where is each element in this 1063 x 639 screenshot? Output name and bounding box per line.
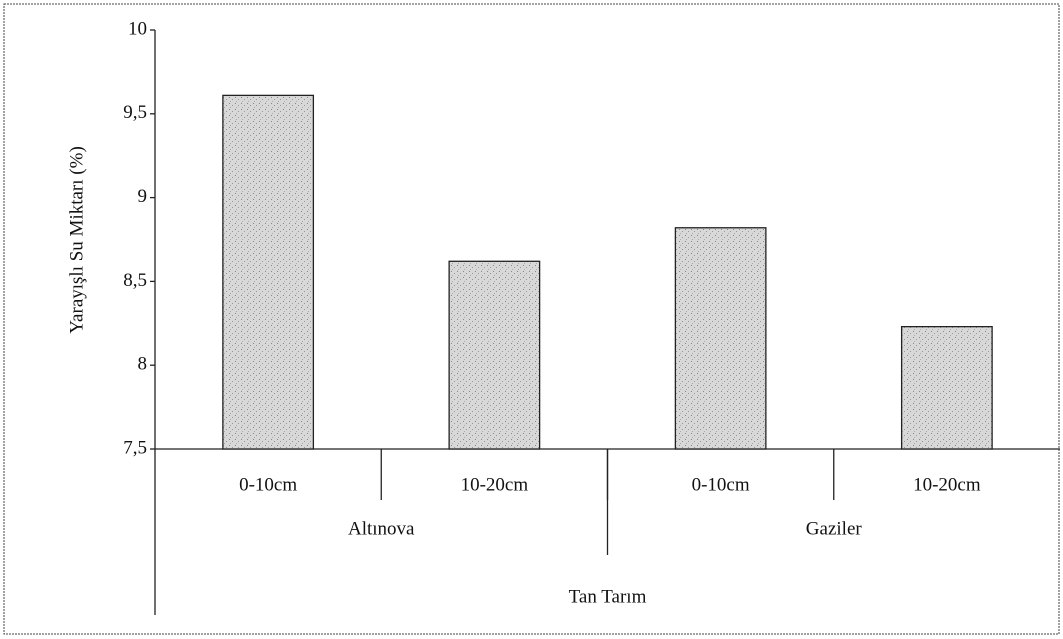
y-tick-label: 10 <box>128 18 147 39</box>
bar <box>674 227 767 450</box>
group-label: Altınova <box>348 518 415 539</box>
bar <box>222 94 315 450</box>
y-tick-label: 8,5 <box>123 270 147 291</box>
y-tick-label: 8 <box>138 354 148 375</box>
y-tick-label: 7,5 <box>123 437 147 458</box>
bar <box>448 260 541 450</box>
y-axis-label: Yarayışlı Su Miktarı (%) <box>66 146 87 334</box>
x-tick-label: 10-20cm <box>913 474 981 495</box>
y-tick-label: 9,5 <box>123 102 147 123</box>
x-tick-label: 10-20cm <box>461 474 529 495</box>
x-tick-label: 0-10cm <box>692 474 750 495</box>
frame <box>3 3 1060 635</box>
x-tick-label: 0-10cm <box>239 474 297 495</box>
bar <box>900 326 993 450</box>
y-tick-label: 9 <box>138 186 148 207</box>
x-axis-label: Tan Tarım <box>569 586 647 607</box>
group-label: Gaziler <box>806 518 863 539</box>
